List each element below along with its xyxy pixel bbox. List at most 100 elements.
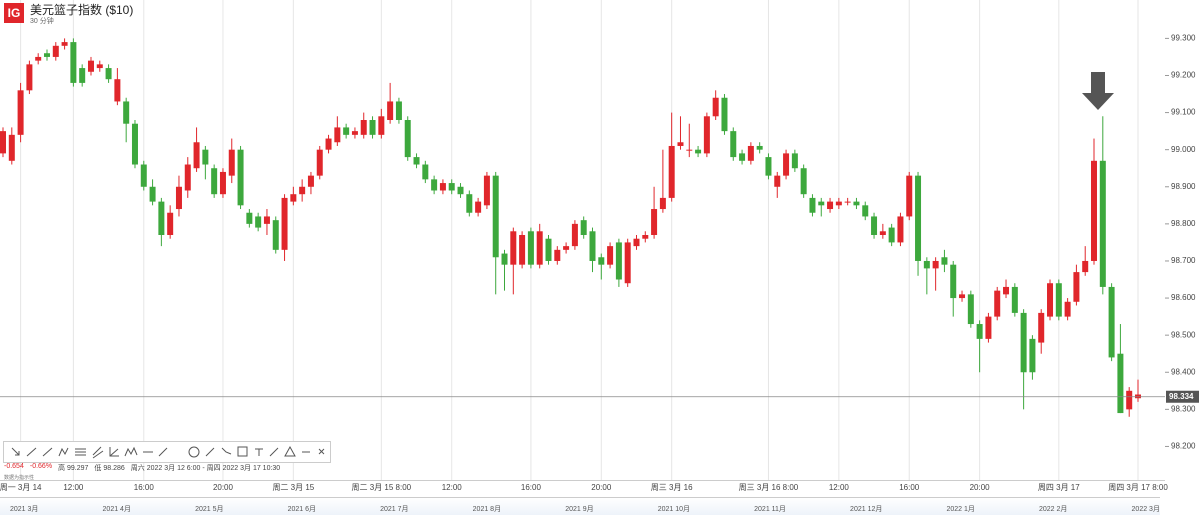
candle-body bbox=[765, 157, 772, 176]
tool-rect[interactable] bbox=[237, 446, 248, 457]
last-price-label: 98.334 bbox=[1169, 392, 1194, 401]
candle-body bbox=[774, 175, 781, 187]
candle-body bbox=[387, 101, 394, 120]
candle-body bbox=[800, 168, 807, 195]
candle-body bbox=[184, 164, 191, 191]
candle-body bbox=[17, 90, 24, 135]
navigator-label: 2021 6月 bbox=[287, 506, 317, 513]
navigator-label: 2021 4月 bbox=[102, 506, 131, 513]
candle-body bbox=[598, 257, 605, 265]
candle-body bbox=[422, 164, 429, 180]
x-tick-label: 周二 3月 15 bbox=[272, 483, 314, 492]
candle-body bbox=[246, 212, 253, 224]
toolbar-close[interactable] bbox=[318, 448, 325, 455]
candle-body bbox=[932, 260, 939, 269]
candle-body bbox=[519, 235, 526, 265]
y-tick-label: 99.100 bbox=[1171, 108, 1196, 117]
x-tick-label: 20:00 bbox=[213, 483, 234, 492]
candle-body bbox=[378, 116, 385, 135]
tool-brush[interactable] bbox=[205, 447, 215, 457]
candle-body bbox=[739, 153, 746, 161]
navigator-label: 2022 2月 bbox=[1039, 506, 1068, 513]
tool-channel[interactable] bbox=[92, 446, 104, 459]
candle-body bbox=[950, 264, 957, 299]
candle-body bbox=[237, 149, 244, 206]
tool-path[interactable] bbox=[221, 447, 232, 455]
x-tick-label: 12:00 bbox=[442, 483, 463, 492]
note: 数据为指示性 bbox=[4, 475, 35, 481]
candle-body bbox=[1055, 283, 1062, 317]
navigator-label: 2021 3月 bbox=[10, 506, 39, 513]
tool-zigzag[interactable] bbox=[58, 447, 69, 457]
tool-circle[interactable] bbox=[188, 446, 200, 458]
candle-body bbox=[1029, 338, 1036, 373]
candle-body bbox=[193, 142, 200, 169]
candle-body bbox=[967, 294, 974, 325]
tool-ray[interactable] bbox=[42, 447, 53, 457]
candle-body bbox=[87, 60, 94, 72]
candle-body bbox=[343, 127, 350, 135]
candle-body bbox=[607, 246, 614, 265]
tool-text[interactable] bbox=[255, 448, 263, 456]
tool-pencil[interactable] bbox=[158, 447, 168, 457]
candle-body bbox=[747, 145, 754, 161]
candle-body bbox=[571, 223, 578, 247]
candle-body bbox=[413, 157, 420, 165]
candle-body bbox=[1064, 301, 1071, 317]
candle-body bbox=[783, 153, 790, 176]
candle-body bbox=[431, 179, 438, 191]
candle-body bbox=[466, 194, 473, 213]
candle-body bbox=[325, 138, 332, 150]
candle-body bbox=[0, 131, 6, 154]
candle-body bbox=[615, 242, 622, 280]
candle-body bbox=[307, 175, 314, 187]
candle-body bbox=[985, 316, 992, 339]
x-tick-label: 周三 3月 16 8:00 bbox=[739, 483, 799, 492]
tool-triangle[interactable] bbox=[284, 445, 296, 457]
candle-body bbox=[211, 168, 218, 195]
tool-wave[interactable] bbox=[124, 446, 138, 457]
candle-body bbox=[290, 194, 297, 202]
tool-diag[interactable] bbox=[269, 447, 279, 457]
candle-body bbox=[651, 209, 658, 235]
candle-body bbox=[554, 249, 561, 261]
candle-body bbox=[695, 149, 702, 154]
candle-body bbox=[510, 231, 517, 265]
candle-body bbox=[730, 131, 737, 158]
tool-arrow[interactable] bbox=[11, 447, 20, 456]
change-pct: -0.66% bbox=[29, 463, 53, 470]
interval: 30 分钟 bbox=[30, 18, 54, 25]
y-tick-label: 98.700 bbox=[1171, 256, 1196, 265]
tool-fib[interactable] bbox=[75, 448, 86, 456]
x-tick-label: 20:00 bbox=[591, 483, 612, 492]
tool-angle[interactable] bbox=[109, 447, 119, 457]
x-tick-label: 12:00 bbox=[63, 483, 84, 492]
candle-body bbox=[70, 42, 77, 83]
candle-body bbox=[334, 127, 341, 143]
candle-body bbox=[167, 212, 174, 235]
candle-body bbox=[976, 324, 983, 339]
candle-body bbox=[835, 201, 842, 206]
candle-body bbox=[712, 97, 719, 117]
candle-body bbox=[941, 257, 948, 265]
candle-body bbox=[1073, 272, 1080, 302]
navigator-label: 2021 10月 bbox=[657, 506, 691, 513]
candle-body bbox=[642, 235, 649, 239]
navigator-label: 2022 3月 bbox=[1131, 506, 1160, 513]
candle-body bbox=[360, 120, 367, 135]
tool-line[interactable] bbox=[26, 447, 37, 457]
annotation-arrow bbox=[1082, 72, 1114, 110]
drawing-toolbar bbox=[3, 441, 331, 463]
candle-body bbox=[1047, 283, 1054, 317]
y-tick-label: 98.900 bbox=[1171, 182, 1196, 191]
candle-body bbox=[501, 253, 508, 265]
x-tick-label: 周四 3月 17 bbox=[1038, 483, 1080, 492]
toolbar-icons bbox=[11, 445, 325, 459]
navigator: 2021 3月 2021 4月 2021 5月 2021 6月 2021 7月 2021 … bbox=[0, 497, 1160, 515]
info-line: -0.654 -0.66% 高 99.297 低 98.286 周六 2022 … bbox=[4, 463, 280, 473]
candle-body bbox=[624, 242, 631, 284]
y-tick-label: 99.300 bbox=[1171, 33, 1196, 42]
x-tick-label: 16:00 bbox=[521, 483, 542, 492]
candle-body bbox=[263, 216, 270, 224]
candle-body bbox=[96, 64, 103, 69]
